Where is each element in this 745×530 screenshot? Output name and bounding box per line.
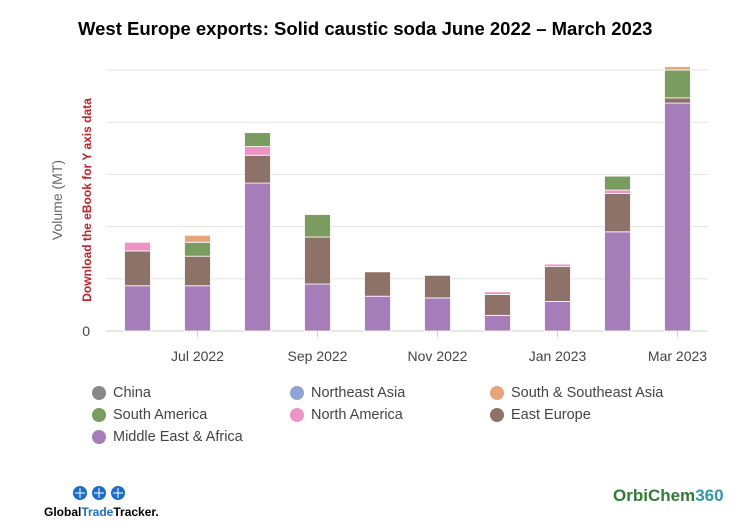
bar-segment: [364, 295, 391, 332]
x-tick-label: Sep 2022: [288, 348, 348, 364]
legend-swatch: [92, 385, 106, 400]
legend-label: China: [113, 384, 151, 401]
bar-segment: [424, 274, 451, 299]
bar-segment: [184, 241, 211, 257]
bar-segment: [604, 189, 631, 194]
legend-label: Middle East & Africa: [113, 428, 243, 445]
legend-swatch: [290, 385, 304, 400]
bar-segment: [544, 263, 571, 265]
stacked-bar-chart: 0 Volume (MT) Download the eBook for Y axi…: [49, 66, 708, 364]
bar-segment: [124, 285, 151, 332]
legend-item[interactable]: China: [92, 384, 290, 401]
legend-swatch: [92, 429, 106, 444]
bar-segment: [184, 255, 211, 287]
legend-label: South & Southeast Asia: [511, 384, 664, 401]
legend-swatch: [490, 407, 504, 422]
y-tick-label: 0: [82, 323, 90, 339]
orbichem-logo-360: 360: [695, 486, 724, 505]
bar-segment: [484, 314, 511, 332]
legend-swatch: [490, 385, 504, 400]
legend-item[interactable]: North America: [290, 406, 490, 423]
bar-segment: [544, 266, 571, 302]
bar-segment: [364, 271, 391, 297]
bar-segment: [244, 182, 271, 332]
legend-swatch: [290, 407, 304, 422]
legend-item[interactable]: South America: [92, 406, 290, 423]
legend-item[interactable]: East Europe: [490, 406, 720, 423]
gtt-logo-text-trade: Trade: [81, 505, 114, 519]
legend-item[interactable]: Middle East & Africa: [92, 428, 290, 445]
gtt-logo-text-global: Global: [44, 505, 82, 519]
bar-segment: [304, 214, 331, 238]
bar-segment: [244, 146, 271, 156]
globe-icons: [73, 486, 125, 500]
x-tick-label: Mar 2023: [648, 348, 707, 364]
bar-segment: [124, 241, 151, 252]
bar-segment: [304, 236, 331, 285]
bar-segment: [484, 291, 511, 295]
global-trade-tracker-logo: GlobalTradeTracker.: [44, 485, 159, 521]
legend-item[interactable]: South & Southeast Asia: [490, 384, 720, 401]
chart-legend: China Northeast Asia South & Southeast Asi…: [92, 384, 732, 445]
bar-segment: [184, 234, 211, 243]
ebook-watermark: Download the eBook for Y axis data: [80, 98, 94, 302]
bar-segment: [424, 297, 451, 332]
legend-label: Northeast Asia: [311, 384, 406, 401]
bar-segment: [124, 250, 151, 287]
legend-label: East Europe: [511, 406, 591, 423]
x-tick-label: Jul 2022: [171, 348, 224, 364]
bar-segment: [304, 213, 331, 215]
bar-segment: [664, 66, 691, 71]
bar-segment: [184, 285, 211, 332]
legend-label: South America: [113, 406, 208, 423]
chart-title: West Europe exports: Solid caustic soda …: [78, 18, 653, 39]
gtt-logo-text-tracker: Tracker.: [113, 505, 159, 519]
bar-segment: [664, 97, 691, 104]
bar-segment: [604, 193, 631, 233]
legend-item[interactable]: Northeast Asia: [290, 384, 490, 401]
orbichem360-logo: OrbiChem360: [613, 486, 724, 506]
bar-segment: [304, 283, 331, 332]
x-tick-label: Jan 2023: [529, 348, 587, 364]
legend-swatch: [92, 407, 106, 422]
bar-segment: [244, 154, 271, 184]
bar-segment: [604, 231, 631, 332]
orbichem-logo-text: OrbiChem: [613, 486, 696, 505]
bar-segment: [664, 69, 691, 99]
y-axis-label: Volume (MT): [49, 160, 65, 240]
bar-segment: [664, 102, 691, 332]
bar-segment: [484, 294, 511, 316]
bar-segment: [544, 301, 571, 332]
x-tick-label: Nov 2022: [408, 348, 468, 364]
legend-label: North America: [311, 406, 403, 423]
bar-segment: [244, 132, 271, 147]
bar-segment: [604, 175, 631, 191]
